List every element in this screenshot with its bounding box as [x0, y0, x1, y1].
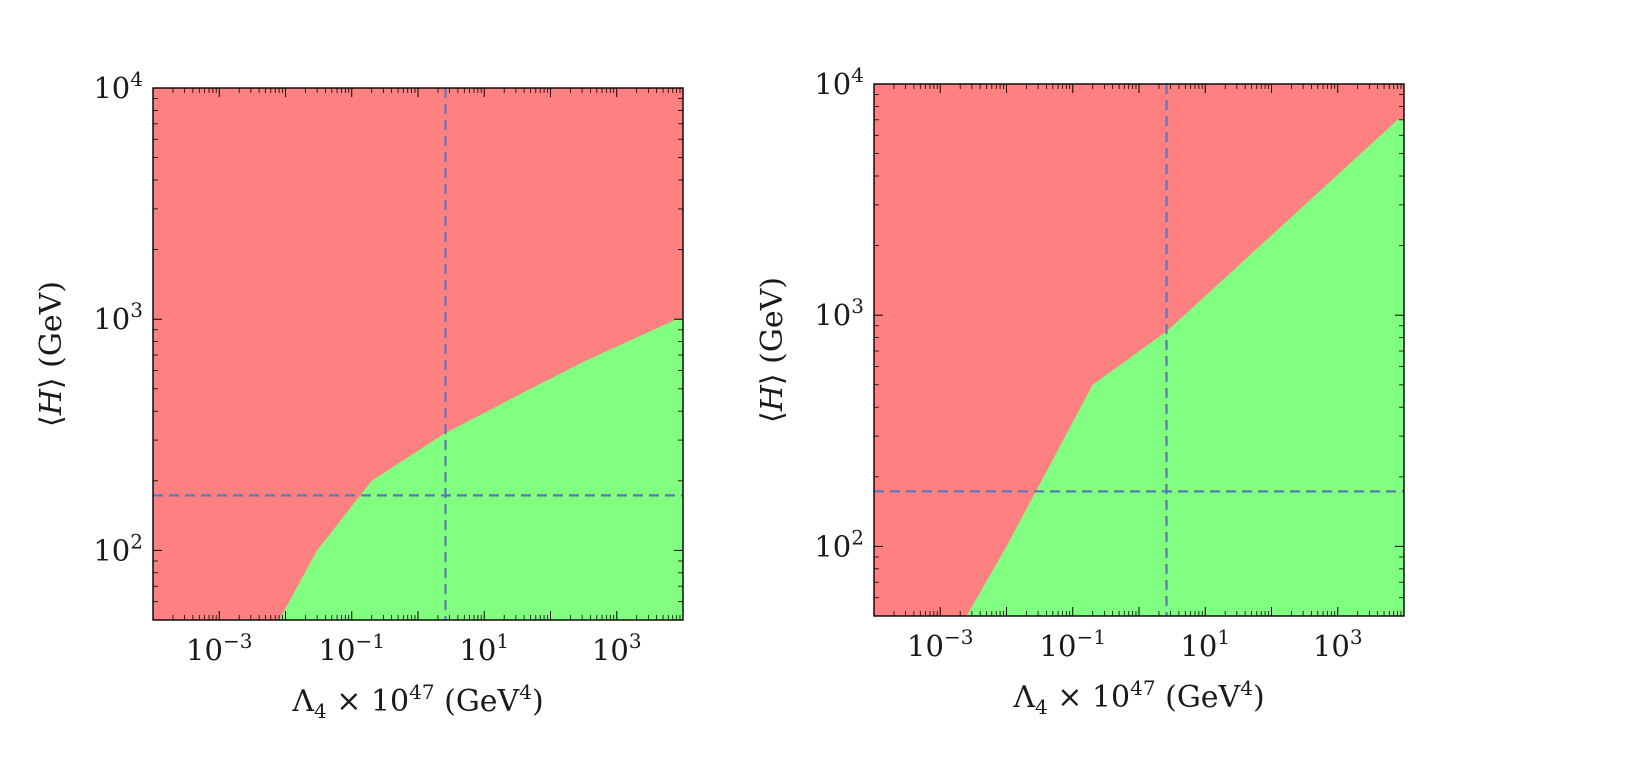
x-tick-label: 101 [459, 629, 509, 667]
x-tick-label: 103 [1313, 625, 1363, 663]
major-ticks [874, 84, 1404, 616]
y-tick-label: 103 [93, 298, 143, 336]
y-tick-label: 102 [93, 529, 143, 567]
y-tick-label: 104 [814, 63, 864, 101]
x-tick-label: 10−3 [907, 625, 973, 663]
x-tick-label: 103 [592, 629, 642, 667]
major-ticks [153, 88, 683, 620]
x-axis-label: Λ4 × 1047 (GeV4) [291, 680, 543, 723]
y-tick-label: 102 [814, 525, 864, 563]
y-axis-label: ⟨H⟩ (GeV) [34, 281, 69, 427]
x-tick-label: 10−1 [1040, 625, 1106, 663]
chart-panel-1: 10−3 10−1 101 103 102 103 104 Λ4 × 1047 (GeV4) ⟨… [34, 67, 684, 723]
y-tick-label: 104 [93, 67, 143, 105]
non-ads-region [279, 319, 683, 620]
minor-ticks [153, 88, 683, 620]
plot-frame [152, 87, 684, 621]
x-tick-label: 101 [1180, 625, 1230, 663]
y-axis-label: ⟨H⟩ (GeV) [755, 277, 790, 423]
y-tick-label: 103 [814, 294, 864, 332]
x-tick-label: 10−1 [319, 629, 385, 667]
x-axis-label: Λ4 × 1047 (GeV4) [1012, 676, 1264, 719]
minor-ticks [874, 84, 1404, 616]
x-tick-label: 10−3 [186, 629, 252, 667]
chart-panel-2: 10−3 10−1 101 103 102 103 104 Λ4 × 1047 (GeV4) ⟨… [755, 63, 1405, 719]
plot-frame [873, 83, 1405, 617]
